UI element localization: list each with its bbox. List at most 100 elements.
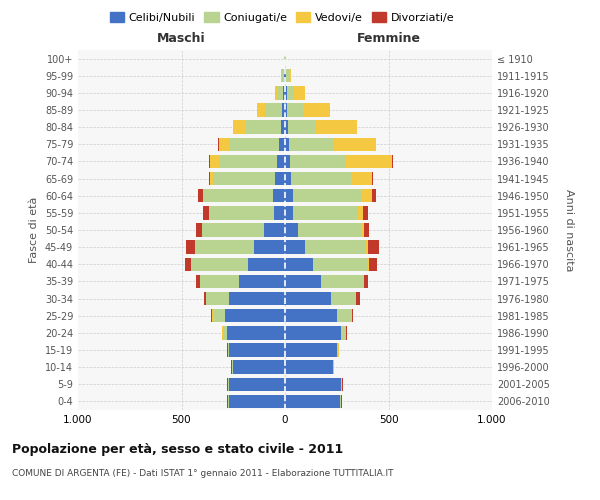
- Bar: [233, 360, 285, 374]
- Bar: [331, 292, 355, 306]
- Bar: [281, 69, 282, 82]
- Bar: [229, 378, 285, 391]
- Bar: [362, 274, 364, 288]
- Bar: [287, 104, 302, 117]
- Bar: [285, 344, 337, 356]
- Bar: [283, 86, 285, 100]
- Bar: [204, 292, 206, 306]
- Bar: [285, 154, 290, 168]
- Text: Maschi: Maschi: [157, 32, 206, 45]
- Bar: [351, 309, 352, 322]
- Bar: [285, 172, 291, 186]
- Bar: [291, 172, 351, 186]
- Bar: [186, 240, 196, 254]
- Bar: [337, 344, 338, 356]
- Bar: [286, 69, 289, 82]
- Bar: [209, 172, 211, 186]
- Bar: [285, 326, 341, 340]
- Bar: [229, 138, 279, 151]
- Bar: [272, 189, 285, 202]
- Bar: [239, 274, 285, 288]
- Bar: [229, 292, 285, 306]
- Bar: [341, 378, 342, 391]
- Bar: [362, 206, 368, 220]
- Bar: [321, 274, 362, 288]
- Bar: [227, 326, 285, 340]
- Bar: [285, 394, 340, 408]
- Bar: [278, 86, 283, 100]
- Bar: [295, 86, 305, 100]
- Text: Femmine: Femmine: [356, 32, 421, 45]
- Bar: [203, 206, 209, 220]
- Bar: [209, 206, 274, 220]
- Bar: [204, 189, 272, 202]
- Bar: [285, 138, 289, 151]
- Bar: [274, 206, 285, 220]
- Bar: [302, 104, 329, 117]
- Bar: [368, 258, 369, 271]
- Bar: [281, 120, 285, 134]
- Bar: [185, 258, 191, 271]
- Bar: [289, 138, 332, 151]
- Bar: [285, 104, 287, 117]
- Bar: [285, 69, 286, 82]
- Bar: [211, 309, 212, 322]
- Bar: [351, 172, 372, 186]
- Bar: [219, 138, 229, 151]
- Bar: [192, 258, 248, 271]
- Bar: [219, 154, 277, 168]
- Bar: [366, 240, 368, 254]
- Bar: [293, 189, 362, 202]
- Bar: [275, 86, 278, 100]
- Bar: [293, 206, 358, 220]
- Bar: [341, 326, 346, 340]
- Bar: [282, 69, 284, 82]
- Bar: [196, 224, 202, 236]
- Bar: [206, 292, 229, 306]
- Bar: [364, 274, 368, 288]
- Bar: [285, 274, 321, 288]
- Bar: [355, 292, 356, 306]
- Bar: [285, 240, 305, 254]
- Text: COMUNE DI ARGENTA (FE) - Dati ISTAT 1° gennaio 2011 - Elaborazione TUTTITALIA.IT: COMUNE DI ARGENTA (FE) - Dati ISTAT 1° g…: [12, 469, 394, 478]
- Bar: [203, 189, 204, 202]
- Bar: [277, 154, 285, 168]
- Bar: [285, 206, 293, 220]
- Bar: [282, 104, 285, 117]
- Bar: [368, 240, 379, 254]
- Bar: [265, 224, 285, 236]
- Bar: [352, 309, 353, 322]
- Bar: [364, 224, 369, 236]
- Bar: [316, 120, 358, 134]
- Bar: [284, 69, 285, 82]
- Bar: [361, 224, 364, 236]
- Bar: [198, 189, 203, 202]
- Bar: [209, 154, 211, 168]
- Bar: [285, 189, 293, 202]
- Bar: [229, 344, 285, 356]
- Bar: [212, 172, 275, 186]
- Bar: [223, 326, 227, 340]
- Bar: [265, 104, 282, 117]
- Bar: [245, 120, 281, 134]
- Bar: [358, 206, 362, 220]
- Bar: [285, 309, 337, 322]
- Bar: [225, 309, 285, 322]
- Bar: [196, 240, 254, 254]
- Bar: [288, 120, 316, 134]
- Bar: [212, 309, 225, 322]
- Bar: [285, 292, 331, 306]
- Bar: [337, 309, 351, 322]
- Bar: [372, 172, 373, 186]
- Bar: [211, 154, 219, 168]
- Bar: [279, 138, 285, 151]
- Bar: [232, 360, 233, 374]
- Bar: [332, 138, 376, 151]
- Bar: [285, 258, 313, 271]
- Bar: [257, 104, 265, 117]
- Y-axis label: Anni di nascita: Anni di nascita: [563, 188, 574, 271]
- Bar: [372, 189, 376, 202]
- Bar: [233, 120, 245, 134]
- Bar: [228, 378, 229, 391]
- Bar: [285, 360, 332, 374]
